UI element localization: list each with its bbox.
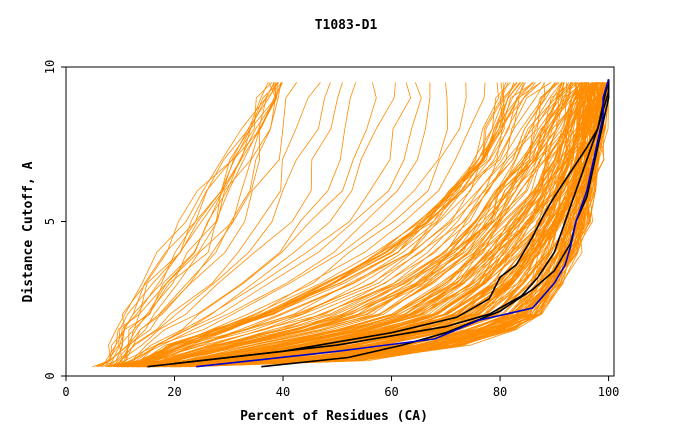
background-curve-0-111: [139, 82, 605, 368]
background-curve-0-15: [117, 82, 298, 367]
background-curve-0-199: [171, 82, 603, 368]
y-axis-label: Distance Cutoff, A: [21, 161, 36, 302]
series-layer: [92, 79, 610, 368]
background-curve-0-207: [151, 82, 603, 368]
background-curve-0-78: [122, 82, 583, 368]
background-curve-0-8: [96, 82, 280, 368]
chart-title: T1083-D1: [315, 18, 378, 33]
series-line-1: [174, 79, 610, 365]
background-curve-0-56: [121, 82, 562, 368]
y-tick-label-0: 0: [43, 372, 57, 379]
background-curve-0-41: [116, 82, 521, 368]
background-curve-0-17: [112, 82, 331, 367]
x-tick-label-4: 80: [493, 385, 507, 399]
x-tick-label-5: 100: [598, 385, 620, 399]
background-curve-0-96: [135, 82, 592, 368]
background-curve-0-43: [121, 82, 533, 368]
background-curve-0-57: [133, 82, 570, 368]
background-curve-0-200: [170, 82, 609, 368]
background-curve-0-206: [153, 82, 595, 368]
background-curve-0-21: [115, 82, 396, 368]
background-curve-0-150: [140, 82, 598, 368]
background-curve-0-194: [188, 82, 609, 368]
background-curve-0-149: [144, 82, 589, 368]
background-curve-0-9: [110, 82, 277, 368]
background-curve-0-7: [101, 82, 277, 368]
background-curve-0-65: [123, 82, 578, 368]
x-tick-label-0: 0: [62, 385, 69, 399]
background-curve-0-4: [95, 82, 275, 368]
background-curve-0-49: [116, 82, 546, 368]
x-tick-label-1: 20: [167, 385, 181, 399]
background-curve-0-25: [117, 82, 449, 368]
background-curve-0-18: [118, 82, 343, 367]
background-curve-0-20: [108, 82, 377, 368]
background-curve-0-24: [116, 82, 431, 368]
x-tick-label-3: 60: [384, 385, 398, 399]
background-curve-0-138: [138, 82, 586, 368]
background-curve-0-60: [127, 82, 573, 368]
background-curve-0-0: [98, 82, 276, 368]
background-curve-0-35: [113, 82, 507, 368]
background-curve-0-28: [120, 82, 500, 368]
background-curve-0-195: [184, 82, 609, 368]
x-axis-label: Percent of Residues (CA): [240, 409, 428, 424]
background-curve-0-137: [132, 82, 585, 368]
background-curve-0-44: [122, 82, 541, 368]
y-tick-label-1: 5: [43, 218, 57, 225]
y-tick-label-2: 10: [43, 60, 57, 74]
background-curve-0-140: [129, 82, 578, 368]
series-line-3: [196, 79, 610, 368]
background-curve-0-1: [92, 82, 273, 368]
background-curve-0-19: [108, 82, 357, 368]
background-curve-0-27: [126, 82, 486, 368]
background-curve-0-51: [127, 82, 556, 368]
background-curve-0-143: [135, 82, 579, 368]
background-curve-0-180: [178, 82, 609, 368]
tick-layer: 0 20 40 60 80 100 0 5 10: [43, 60, 619, 399]
background-curve-0-197: [175, 82, 608, 368]
background-curve-0-88: [124, 82, 589, 368]
background-curve-0-141: [127, 82, 580, 368]
background-curve-0-3: [104, 82, 278, 367]
background-curve-0-74: [121, 82, 574, 368]
x-tick-label-2: 40: [276, 385, 290, 399]
background-curve-0-16: [105, 82, 321, 368]
background-curve-0-48: [120, 82, 552, 368]
background-curve-0-186: [171, 82, 605, 368]
series-line-0: [147, 79, 610, 368]
